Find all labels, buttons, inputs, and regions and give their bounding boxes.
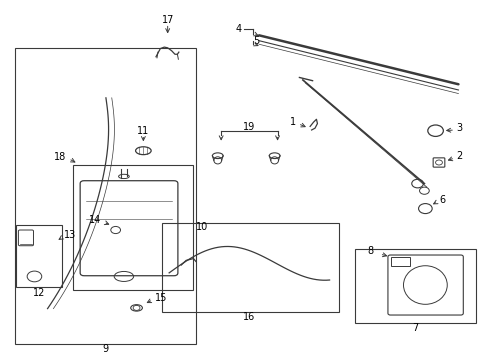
Text: 2: 2 — [455, 151, 461, 161]
Text: 19: 19 — [243, 122, 255, 132]
Text: 14: 14 — [89, 215, 101, 225]
Text: 5: 5 — [253, 36, 259, 46]
Text: 17: 17 — [161, 15, 174, 25]
Text: 10: 10 — [196, 222, 208, 232]
Text: 16: 16 — [243, 312, 255, 322]
Text: 8: 8 — [367, 247, 373, 256]
Text: 4: 4 — [236, 24, 242, 34]
Text: 12: 12 — [33, 288, 45, 297]
Text: 13: 13 — [63, 230, 76, 240]
Text: 9: 9 — [102, 344, 108, 354]
Text: 7: 7 — [412, 323, 418, 333]
Text: 11: 11 — [137, 126, 149, 136]
Text: 3: 3 — [455, 123, 461, 133]
Text: 15: 15 — [154, 293, 166, 303]
Text: 6: 6 — [438, 195, 444, 204]
Text: 18: 18 — [54, 152, 66, 162]
Text: 1: 1 — [289, 117, 296, 127]
